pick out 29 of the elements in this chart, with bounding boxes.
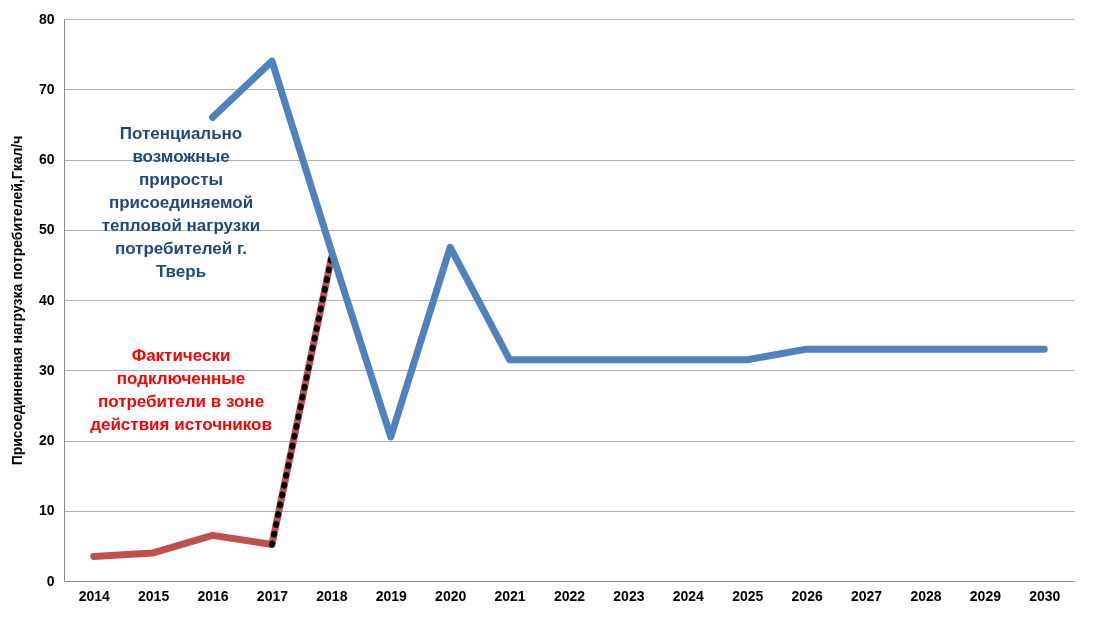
x-tick-label: 2014 [78, 587, 110, 604]
x-tick-label: 2030 [1029, 587, 1061, 604]
y-tick-label: 70 [38, 80, 55, 97]
x-tick-label: 2025 [732, 587, 764, 604]
x-tick-label: 2017 [256, 587, 289, 604]
series-label: Потенциально возможные приросты присоединяемой тепловой нагрузки потребителей г. Тверь [101, 123, 261, 281]
x-tick-label: 2027 [850, 587, 883, 604]
x-tick-label: 2022 [553, 587, 586, 604]
x-tick-label: 2016 [197, 587, 229, 604]
y-tick-label: 20 [38, 432, 55, 448]
y-axis-title: Присоединенная нагрузка потребителей,Гкал/ч [8, 135, 25, 466]
x-tick-label: 2029 [969, 587, 1002, 604]
y-tick-label: 0 [46, 572, 55, 589]
y-tick-label: 10 [38, 502, 55, 519]
x-tick-label: 2023 [613, 587, 645, 604]
y-tick-label: 80 [38, 10, 55, 27]
y-tick-label: 50 [38, 221, 55, 238]
x-tick-label: 2021 [494, 587, 526, 604]
y-tick-label: 30 [38, 361, 55, 378]
y-tick-label: 60 [38, 151, 55, 167]
x-tick-label: 2018 [316, 587, 348, 604]
x-tick-label: 2028 [910, 587, 942, 604]
x-tick-label: 2015 [138, 587, 170, 604]
x-tick-label: 2026 [791, 587, 823, 604]
y-tick-label: 40 [38, 291, 55, 308]
x-tick-label: 2020 [435, 587, 467, 604]
series-label: Фактически подключенные потребители в зоне действия источников [90, 345, 272, 434]
x-tick-label: 2024 [672, 587, 705, 604]
x-tick-label: 2019 [375, 587, 408, 604]
